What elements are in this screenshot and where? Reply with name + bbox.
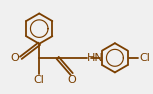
Text: Cl: Cl — [34, 75, 45, 85]
Text: O: O — [10, 53, 19, 63]
Text: Cl: Cl — [139, 53, 150, 63]
Text: HN: HN — [87, 53, 104, 63]
Text: O: O — [67, 75, 76, 85]
